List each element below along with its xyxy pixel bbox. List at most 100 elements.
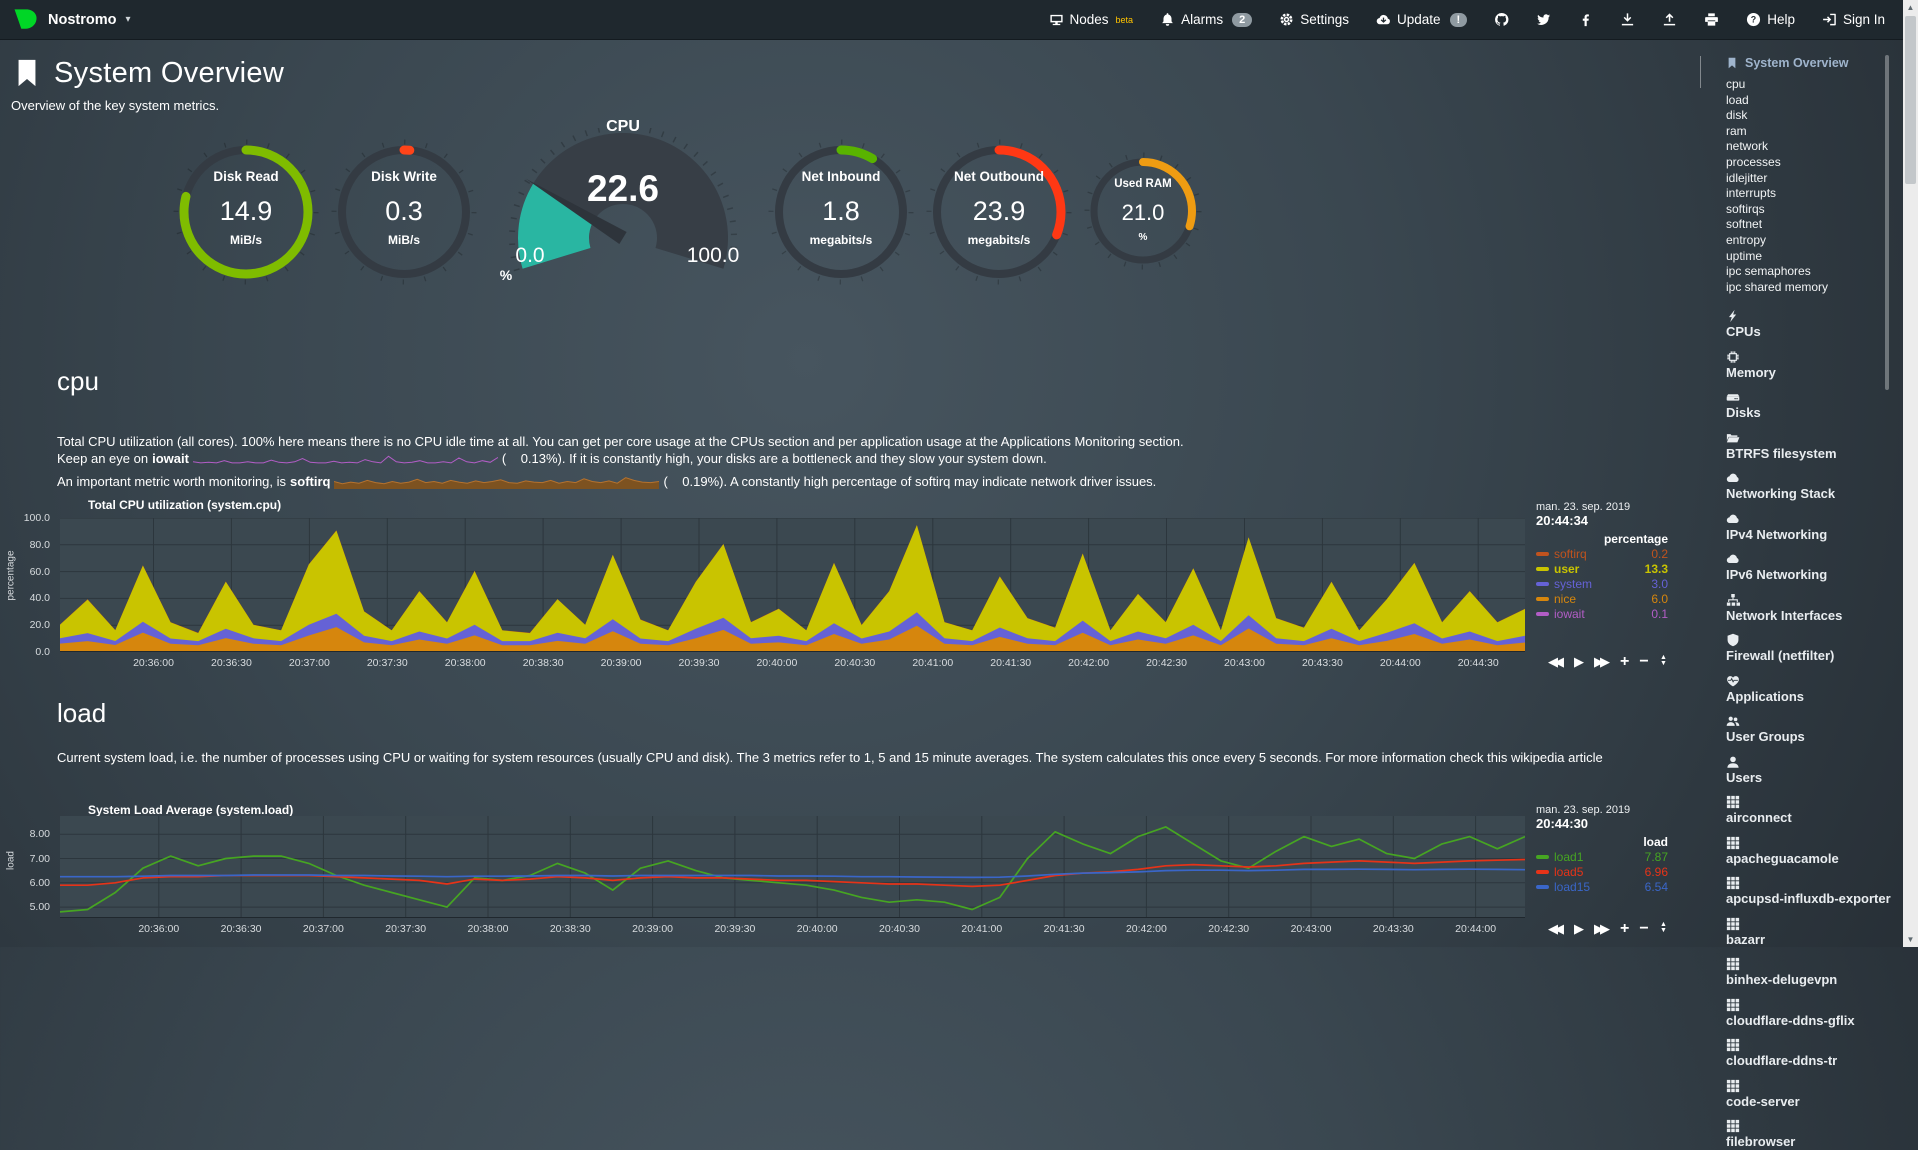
legend-row[interactable]: nice 6.0 bbox=[1536, 591, 1668, 606]
scroll-down-arrow[interactable]: ▼ bbox=[1906, 935, 1915, 944]
sidebar-subitem[interactable]: interrupts bbox=[1726, 186, 1777, 201]
update-label: Update bbox=[1396, 12, 1441, 27]
disk-read-gauge[interactable] bbox=[171, 137, 321, 287]
sidebar-item[interactable]: airconnect bbox=[1726, 795, 1897, 826]
print-button[interactable] bbox=[1704, 12, 1719, 27]
softirq-sparkline[interactable] bbox=[334, 474, 660, 489]
sidebar-subitem[interactable]: idlejitter bbox=[1726, 170, 1768, 185]
settings-label: Settings bbox=[1300, 12, 1349, 27]
sidebar-subitem[interactable]: network bbox=[1726, 139, 1769, 154]
disk-write-unit: MiB/s bbox=[387, 233, 420, 247]
zoom-out-button[interactable]: − bbox=[1639, 920, 1649, 937]
sidebar-item[interactable]: cloudflare-ddns-gflix bbox=[1726, 998, 1897, 1029]
sidebar-item[interactable]: apcupsd-influxdb-exporter bbox=[1726, 876, 1897, 907]
settings-button[interactable]: Settings bbox=[1279, 12, 1349, 27]
chevron-down-icon[interactable]: ▾ bbox=[125, 14, 131, 25]
wikipedia-link[interactable]: wikipedia article bbox=[1511, 750, 1603, 765]
sidebar-subitem[interactable]: ram bbox=[1726, 123, 1747, 138]
pan-forward-button[interactable]: ▶▶ bbox=[1594, 921, 1610, 936]
pan-backward-button[interactable]: ◀◀ bbox=[1548, 921, 1564, 936]
import-button[interactable] bbox=[1620, 12, 1635, 27]
twitter-button[interactable] bbox=[1536, 12, 1551, 27]
net-outbound-gauge[interactable] bbox=[924, 137, 1074, 287]
netdata-logo-icon[interactable] bbox=[12, 5, 39, 34]
sidebar-item[interactable]: bazarr bbox=[1726, 917, 1897, 948]
sidebar-subitem[interactable]: uptime bbox=[1726, 248, 1763, 263]
legend-swatch bbox=[1536, 551, 1549, 556]
legend-value: 0.1 bbox=[1651, 606, 1668, 621]
facebook-button[interactable] bbox=[1578, 12, 1593, 27]
sidebar-item-system-overview[interactable]: System Overview bbox=[1726, 56, 1897, 70]
sidebar-subitem[interactable]: softirqs bbox=[1726, 201, 1765, 216]
legend-row[interactable]: load15 6.54 bbox=[1536, 879, 1668, 894]
sidebar-item[interactable]: code-server bbox=[1726, 1079, 1897, 1110]
sidebar-item[interactable]: Disks bbox=[1726, 390, 1897, 421]
cpu-chart-plot[interactable] bbox=[60, 518, 1525, 652]
scroll-up-arrow[interactable]: ▲ bbox=[1906, 3, 1915, 12]
main-content: System Overview Overview of the key syst… bbox=[0, 40, 1700, 947]
cpu-gauge[interactable] bbox=[503, 128, 743, 328]
sidebar-subitem[interactable]: ipc semaphores bbox=[1726, 264, 1811, 279]
iowait-sparkline[interactable] bbox=[192, 451, 498, 466]
zoom-in-button[interactable]: + bbox=[1620, 653, 1630, 670]
legend-row[interactable]: load5 6.96 bbox=[1536, 864, 1668, 879]
cpu-chart: Total CPU utilization (system.cpu) perce… bbox=[0, 495, 1700, 685]
used-ram-gauge[interactable] bbox=[1083, 151, 1203, 271]
page-scrollbar-thumb[interactable] bbox=[1905, 16, 1916, 184]
sidebar-item[interactable]: BTRFS filesystem bbox=[1726, 431, 1897, 462]
alarms-button[interactable]: Alarms 2 bbox=[1160, 12, 1253, 27]
page-scrollbar[interactable]: ▲ ▼ bbox=[1903, 0, 1918, 947]
legend-swatch bbox=[1536, 566, 1549, 571]
sidebar-item[interactable]: Memory bbox=[1726, 350, 1897, 381]
sidebar-item[interactable]: IPv6 Networking bbox=[1726, 552, 1897, 583]
sidebar-scrollbar-thumb[interactable] bbox=[1885, 55, 1889, 390]
sidebar-subitem[interactable]: disk bbox=[1726, 108, 1748, 123]
play-button[interactable]: ▶ bbox=[1574, 921, 1584, 936]
legend-row[interactable]: softirq 0.2 bbox=[1536, 546, 1668, 561]
play-button[interactable]: ▶ bbox=[1574, 654, 1584, 669]
load-chart-plot[interactable] bbox=[60, 816, 1525, 918]
sidebar-item[interactable]: CPUs bbox=[1726, 309, 1897, 340]
sidebar-item[interactable]: User Groups bbox=[1726, 714, 1897, 745]
update-button[interactable]: Update! bbox=[1376, 12, 1468, 27]
sidebar-subitem[interactable]: load bbox=[1726, 92, 1749, 107]
sidebar-item[interactable]: Users bbox=[1726, 755, 1897, 786]
sidebar-item[interactable]: cloudflare-ddns-tr bbox=[1726, 1038, 1897, 1069]
sidebar-subitem[interactable]: ipc shared memory bbox=[1726, 279, 1829, 294]
sidebar-item[interactable]: Networking Stack bbox=[1726, 471, 1897, 502]
sidebar-subitem[interactable]: processes bbox=[1726, 154, 1781, 169]
x-tick-label: 20:43:00 bbox=[1290, 923, 1332, 935]
sidebar-item[interactable]: apacheguacamole bbox=[1726, 836, 1897, 867]
legend-row[interactable]: user 13.3 bbox=[1536, 561, 1668, 576]
sidebar-item[interactable]: Firewall (netfilter) bbox=[1726, 633, 1897, 664]
sidebar-subitem[interactable]: cpu bbox=[1726, 77, 1746, 91]
nodes-button[interactable]: Nodes beta bbox=[1049, 12, 1133, 27]
net-inbound-label: Net Inbound bbox=[801, 169, 881, 184]
resize-handle[interactable]: ▲ ▼ bbox=[1660, 654, 1667, 667]
github-button[interactable] bbox=[1494, 12, 1509, 27]
sidebar-item[interactable]: filebrowser bbox=[1726, 1119, 1897, 1150]
help-label: Help bbox=[1767, 12, 1795, 27]
sidebar-item[interactable]: Network Interfaces bbox=[1726, 593, 1897, 624]
pan-backward-button[interactable]: ◀◀ bbox=[1548, 654, 1564, 669]
y-tick-label: 7.00 bbox=[29, 852, 50, 865]
resize-handle[interactable]: ▲ ▼ bbox=[1660, 921, 1667, 934]
sidebar-subitem[interactable]: softnet bbox=[1726, 217, 1763, 232]
legend-row[interactable]: system 3.0 bbox=[1536, 576, 1668, 591]
export-button[interactable] bbox=[1662, 12, 1677, 27]
zoom-in-button[interactable]: + bbox=[1620, 920, 1630, 937]
net-inbound-gauge[interactable] bbox=[766, 137, 916, 287]
menu-icon bbox=[1726, 350, 1740, 364]
hostname-dropdown[interactable]: Nostromo bbox=[48, 11, 117, 28]
sidebar-item[interactable]: Applications bbox=[1726, 674, 1897, 705]
legend-row[interactable]: iowait 0.1 bbox=[1536, 606, 1668, 621]
disk-write-gauge[interactable] bbox=[329, 137, 479, 287]
sidebar-item[interactable]: binhex-delugevpn bbox=[1726, 957, 1897, 988]
pan-forward-button[interactable]: ▶▶ bbox=[1594, 654, 1610, 669]
sidebar-subitem[interactable]: entropy bbox=[1726, 232, 1767, 247]
sidebar-item[interactable]: IPv4 Networking bbox=[1726, 512, 1897, 543]
legend-row[interactable]: load1 7.87 bbox=[1536, 849, 1668, 864]
help-button[interactable]: Help bbox=[1746, 12, 1795, 27]
signin-button[interactable]: Sign In bbox=[1822, 12, 1885, 27]
zoom-out-button[interactable]: − bbox=[1639, 653, 1649, 670]
